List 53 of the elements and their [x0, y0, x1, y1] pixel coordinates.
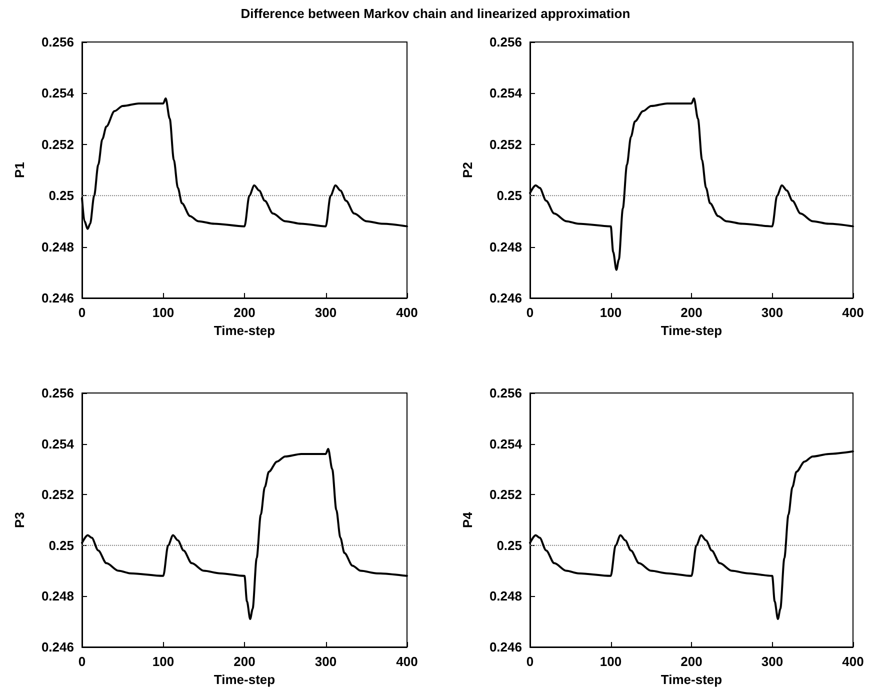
x-tick-label: 0 — [78, 654, 86, 669]
y-tick-label: 0.256 — [489, 34, 522, 50]
y-axis-title: P3 — [12, 512, 27, 528]
y-tick-label: 0.252 — [489, 136, 522, 152]
y-tick-label: 0.256 — [41, 386, 74, 400]
y-tick-label: 0.246 — [489, 640, 522, 654]
y-tick-label: 0.246 — [489, 290, 522, 306]
x-tick-label: 200 — [680, 654, 702, 669]
y-tick-label: 0.248 — [489, 239, 522, 254]
x-tick-label: 100 — [600, 305, 622, 320]
y-tick-label: 0.248 — [41, 239, 74, 254]
y-tick-label: 0.25 — [496, 188, 522, 204]
y-tick-label: 0.246 — [41, 290, 74, 306]
y-tick-label: 0.25 — [48, 188, 74, 204]
y-tick-label: 0.252 — [41, 136, 74, 152]
x-tick-label: 400 — [842, 305, 864, 320]
y-tick-label: 0.248 — [489, 588, 522, 604]
y-axis-title: P4 — [460, 511, 475, 528]
y-tick-label: 0.25 — [48, 538, 74, 553]
y-tick-label: 0.256 — [489, 386, 522, 400]
y-tick-label: 0.254 — [489, 436, 523, 452]
x-tick-label: 400 — [842, 654, 864, 669]
x-tick-label: 100 — [152, 654, 174, 669]
x-tick-label: 0 — [526, 305, 534, 320]
x-tick-label: 400 — [396, 654, 418, 669]
x-axis-title: Time-step — [214, 672, 276, 687]
x-tick-label: 300 — [314, 305, 337, 320]
x-axis-title: Time-step — [214, 322, 276, 338]
x-tick-label: 300 — [761, 654, 784, 669]
y-axis-title: P2 — [460, 162, 475, 178]
x-tick-label: 200 — [234, 654, 256, 669]
x-tick-label: 300 — [314, 654, 337, 669]
y-axis-title: P1 — [12, 162, 27, 178]
x-tick-label: 200 — [680, 305, 702, 320]
text: Difference between Markov chain and linearized approximation — [240, 6, 632, 21]
y-tick-label: 0.254 — [489, 86, 523, 101]
x-tick-label: 200 — [234, 305, 256, 320]
x-tick-label: 0 — [526, 654, 534, 669]
x-axis-title: Time-step — [660, 672, 722, 687]
y-tick-label: 0.246 — [41, 640, 74, 654]
x-axis-title: Time-step — [660, 322, 722, 338]
x-tick-label: 0 — [78, 305, 86, 320]
x-tick-label: 100 — [600, 654, 622, 669]
y-tick-label: 0.256 — [41, 34, 74, 50]
x-tick-label: 400 — [396, 305, 418, 320]
x-tick-label: 300 — [761, 305, 784, 320]
y-tick-label: 0.252 — [41, 487, 74, 502]
x-tick-label: 100 — [152, 305, 174, 320]
y-tick-label: 0.25 — [496, 538, 522, 553]
y-tick-label: 0.254 — [41, 86, 75, 101]
y-tick-label: 0.252 — [489, 487, 522, 502]
y-tick-label: 0.254 — [41, 436, 75, 452]
y-tick-label: 0.248 — [41, 588, 74, 604]
